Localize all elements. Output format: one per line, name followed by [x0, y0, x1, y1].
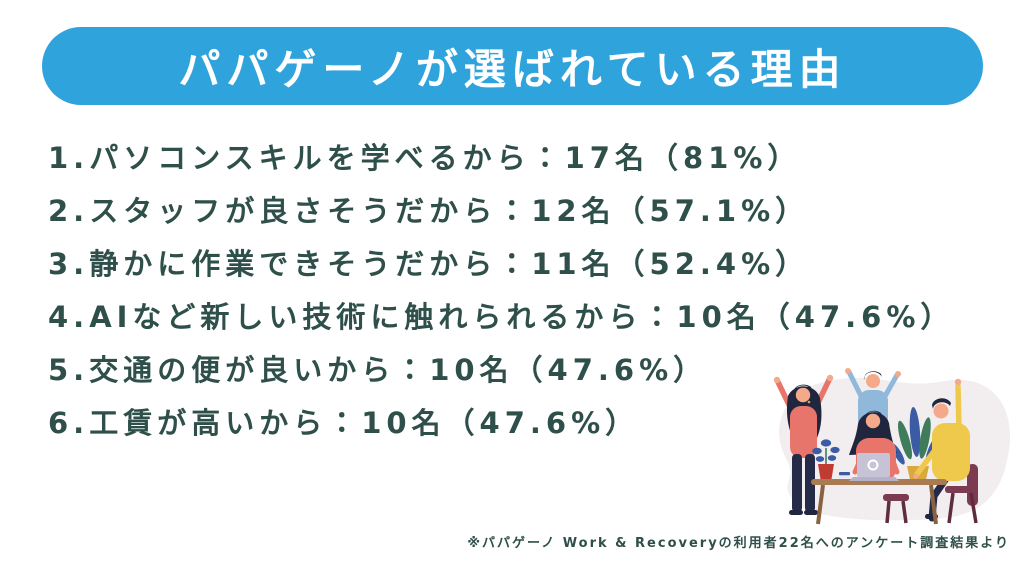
reason-item-5: 5.交通の便が良いから：10名（47.6%） — [48, 353, 708, 387]
survey-footnote: ※パパゲーノ Work & Recoveryの利用者22名へのアンケート調査結果… — [467, 536, 1010, 551]
table — [811, 479, 947, 525]
reason-item-3: 3.静かに作業できそうだから：11名（52.4%） — [48, 247, 810, 281]
reason-item-1: 1.パソコンスキルを学べるから：17名（81%） — [48, 141, 802, 175]
title-banner: パパゲーノが選ばれている理由 — [42, 27, 983, 105]
laptop-icon — [849, 453, 899, 481]
page-title: パパゲーノが選ばれている理由 — [178, 44, 847, 94]
reason-item-6: 6.工賃が高いから：10名（47.6%） — [48, 406, 640, 440]
reason-item-4: 4.AIなど新しい技術に触れられるから：10名（47.6%） — [48, 300, 955, 334]
chair-right — [945, 464, 978, 524]
chair-center — [883, 494, 909, 524]
reason-item-2: 2.スタッフが良さそうだから：12名（57.1%） — [48, 194, 810, 228]
person-standing — [773, 374, 834, 515]
reason-list: 1.パソコンスキルを学べるから：17名（81%） 2.スタッフが良さそうだから：… — [48, 132, 1008, 450]
celebrating-team-illustration — [773, 368, 1011, 525]
potted-flower — [812, 439, 851, 479]
